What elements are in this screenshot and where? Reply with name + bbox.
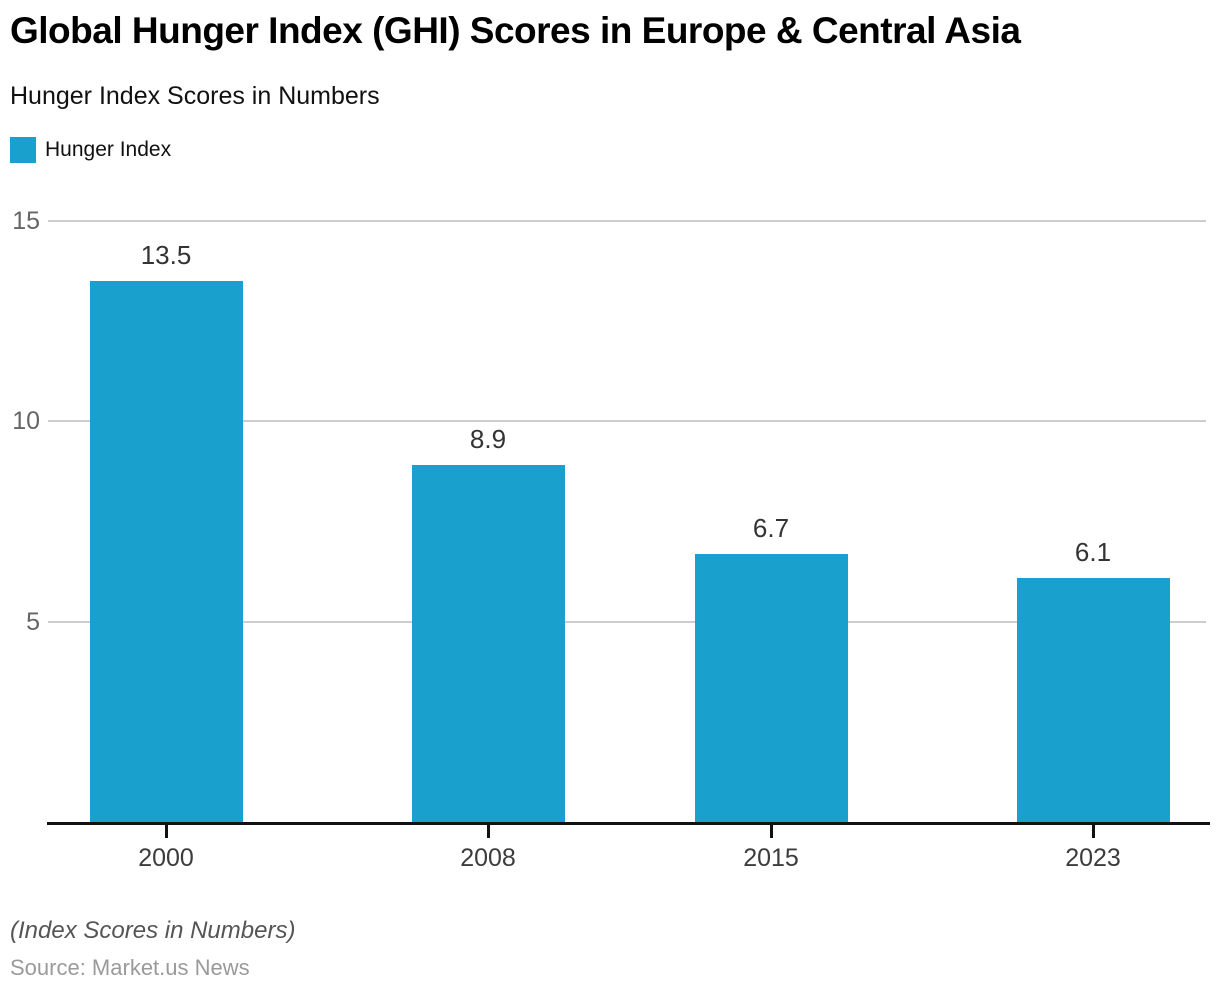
gridline-y-5 xyxy=(48,620,1206,623)
footer-note: (Index Scores in Numbers) xyxy=(10,917,296,944)
footer-source: Source: Market.us News xyxy=(10,955,250,980)
chart-title: Global Hunger Index (GHI) Scores in Euro… xyxy=(10,10,1021,51)
y-axis-tick-label: 15 xyxy=(12,207,40,235)
x-axis-tick xyxy=(487,825,490,838)
bar-2023 xyxy=(1016,577,1170,822)
x-axis-tick xyxy=(1092,825,1095,838)
gridline-y-10 xyxy=(48,420,1206,423)
x-axis-category-label: 2023 xyxy=(1065,844,1121,872)
x-axis-tick xyxy=(165,825,168,838)
y-axis-tick-label: 10 xyxy=(12,407,40,436)
bar-value-label: 13.5 xyxy=(140,240,192,271)
bar-2008 xyxy=(411,465,565,822)
legend-swatch-icon xyxy=(10,137,36,163)
x-axis-category-label: 2000 xyxy=(138,844,194,872)
y-axis-tick-label: 5 xyxy=(26,607,40,636)
legend-label: Hunger Index xyxy=(45,138,172,161)
bar-2000 xyxy=(89,281,243,822)
x-axis-line xyxy=(47,822,1210,825)
bar-2015 xyxy=(694,553,848,822)
legend: Hunger Index xyxy=(10,137,171,163)
chart-subtitle: Hunger Index Scores in Numbers xyxy=(10,82,380,110)
x-axis-category-label: 2015 xyxy=(743,844,799,872)
bar-value-label: 6.1 xyxy=(1074,536,1112,567)
x-axis-tick xyxy=(770,825,773,838)
x-axis-category-label: 2008 xyxy=(460,844,516,872)
bar-value-label: 8.9 xyxy=(469,424,507,455)
bar-value-label: 6.7 xyxy=(752,512,790,543)
gridline-y-15 xyxy=(48,220,1206,222)
